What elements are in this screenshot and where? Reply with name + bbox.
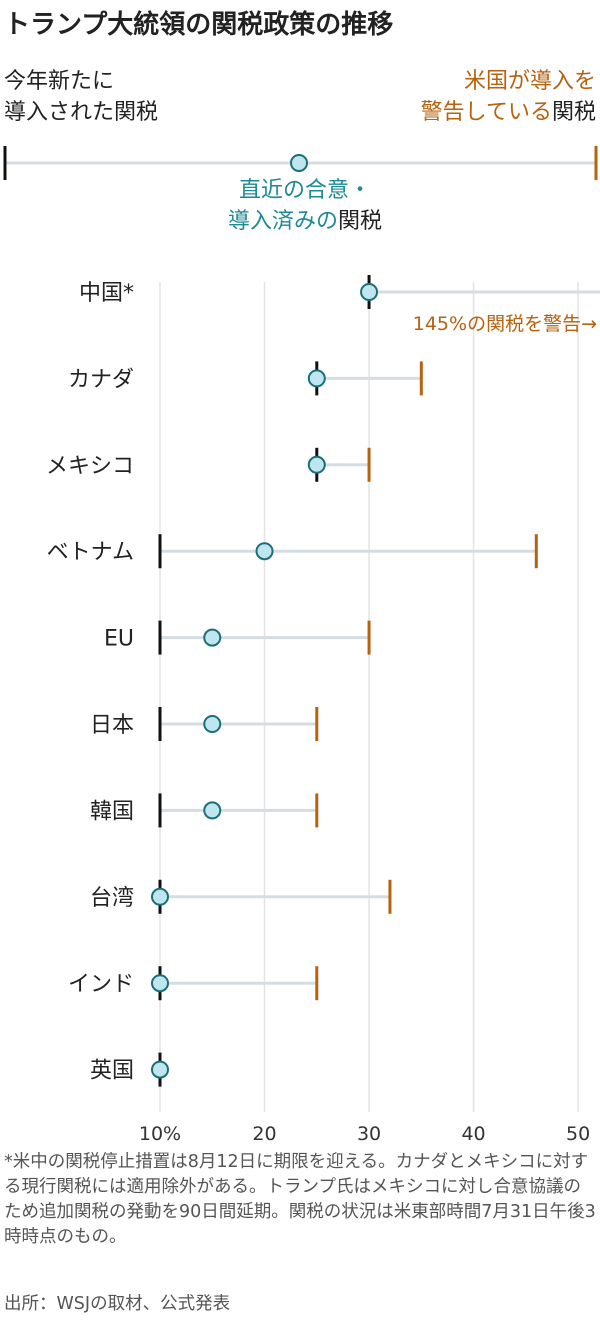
recent-tariff-dot xyxy=(203,715,222,733)
chart-title: トランプ大統領の関税政策の推移 xyxy=(4,10,394,40)
legend-recent-line2-plain: 関税 xyxy=(338,209,383,234)
recent-tariff-dot xyxy=(151,887,169,906)
x-tick-label: 50 xyxy=(566,1123,590,1145)
source-note: 出所：WSJの取材、公式発表 xyxy=(4,1294,231,1314)
recent-tariff-dot xyxy=(360,283,379,301)
legend-new-line2: 導入された関税 xyxy=(4,100,159,125)
recent-tariff-dot xyxy=(255,542,274,561)
country-label: EU xyxy=(104,627,134,652)
legend-threat-line2-plain: 関税 xyxy=(551,100,596,125)
legend-recent-dot xyxy=(290,154,308,172)
recent-tariff-dot xyxy=(307,455,326,474)
country-label: メキシコ xyxy=(46,454,134,479)
legend-recent-line2-colored: 導入済みの xyxy=(227,209,338,234)
x-tick-label: 20 xyxy=(252,1123,276,1145)
legend-recent-tariff-label: 直近の合意・導入済みの関税 xyxy=(190,175,420,237)
legend-threat-line2-colored: 警告している xyxy=(420,100,552,125)
country-label: 英国 xyxy=(90,1059,134,1084)
country-label: 日本 xyxy=(90,713,134,738)
x-tick-label: 10% xyxy=(139,1123,181,1145)
x-tick-label: 40 xyxy=(461,1123,485,1145)
legend-threat-line1: 米国が導入を xyxy=(463,69,596,94)
footnote: *米中の関税停止措置は8月12日に期限を迎える。カナダとメキシコに対する現行関税… xyxy=(4,1152,596,1247)
recent-tariff-dot xyxy=(203,801,222,820)
legend-new-line1: 今年新たに xyxy=(4,69,115,94)
country-label: カナダ xyxy=(68,367,134,392)
legend-new-tariff-label: 今年新たに導入された関税 xyxy=(4,66,158,128)
recent-tariff-dot xyxy=(151,1060,169,1079)
recent-tariff-dot xyxy=(151,974,169,993)
threat-annotation: 145%の関税を警告→ xyxy=(413,313,597,335)
country-label: 台湾 xyxy=(90,886,134,911)
country-label: 韓国 xyxy=(90,799,134,824)
legend-recent-line1: 直近の合意・ xyxy=(238,178,371,203)
legend-threat-tariff-label: 米国が導入を警告している関税 xyxy=(421,66,596,128)
country-label: 中国* xyxy=(79,281,134,306)
country-label: ベトナム xyxy=(47,540,134,565)
country-label: インド xyxy=(68,972,134,997)
recent-tariff-dot xyxy=(307,369,326,388)
recent-tariff-dot xyxy=(203,628,222,647)
x-tick-label: 30 xyxy=(357,1123,381,1145)
